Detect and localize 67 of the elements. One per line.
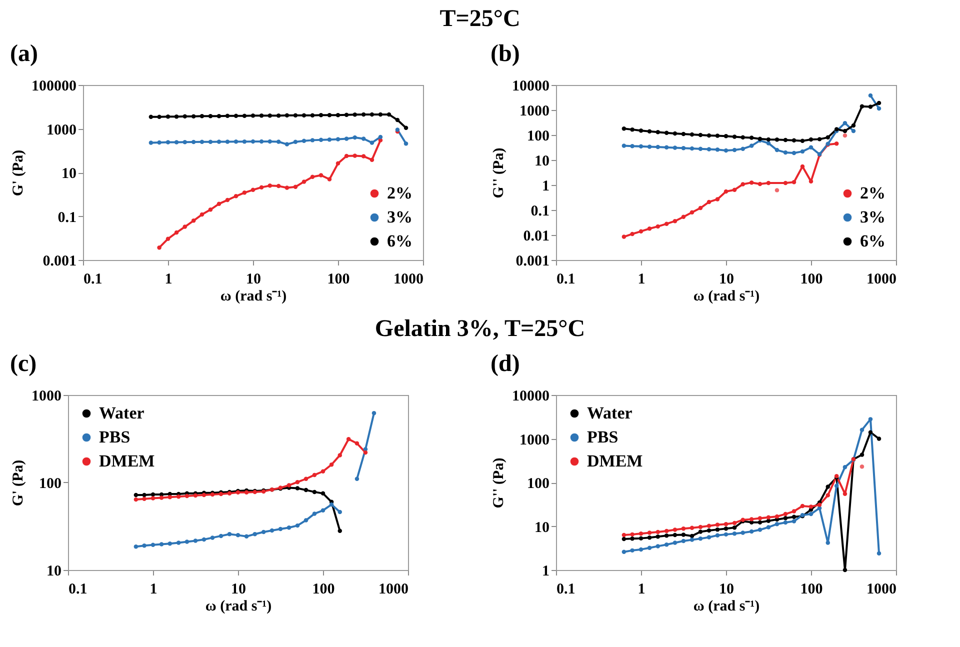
x-axis-title: ω (rad s⁻¹) xyxy=(693,288,760,304)
x-tick-label: 0.1 xyxy=(556,272,576,288)
y-tick-label: 100 xyxy=(39,476,62,492)
y-tick-label: 0.001 xyxy=(42,254,76,270)
x-axis-title: ω (rad s⁻¹) xyxy=(693,598,760,614)
x-tick-label: 1000 xyxy=(866,582,896,598)
x-tick-label: 100 xyxy=(312,582,335,598)
legend-label: Water xyxy=(99,404,145,422)
x-tick-label: 0.1 xyxy=(84,272,102,288)
legend-label: PBS xyxy=(587,428,618,446)
x-tick-label: 1 xyxy=(164,272,172,288)
y-axis-title: G' (Pa) xyxy=(10,460,26,506)
legend-label: 3% xyxy=(860,208,886,226)
y-tick-label: 10 xyxy=(62,166,76,182)
chart-title: (c) xyxy=(10,351,37,377)
y-tick-label: 1 xyxy=(542,178,550,194)
legend-label: DMEM xyxy=(587,452,643,470)
y-axis-title: G' (Pa) xyxy=(10,150,26,196)
x-axis-title: ω (rad s⁻¹) xyxy=(220,288,287,304)
y-axis-title: G'' (Pa) xyxy=(491,148,507,198)
x-tick-label: 1 xyxy=(150,582,158,598)
x-tick-label: 1000 xyxy=(866,272,896,288)
x-tick-label: 10 xyxy=(246,272,261,288)
x-tick-label: 100 xyxy=(800,272,823,288)
y-tick-label: 0.1 xyxy=(58,210,76,226)
x-tick-label: 0.1 xyxy=(68,582,88,598)
x-tick-label: 100 xyxy=(327,272,350,288)
legend-label: 6% xyxy=(860,232,886,250)
y-tick-label: 0.01 xyxy=(523,228,550,244)
legend-label: 6% xyxy=(387,232,412,250)
x-tick-label: 10 xyxy=(719,582,734,598)
y-tick-label: 1000 xyxy=(46,122,76,138)
y-tick-label: 100000 xyxy=(32,78,76,94)
legend-label: 3% xyxy=(387,208,412,226)
y-tick-label: 1000 xyxy=(520,432,550,448)
x-tick-label: 10 xyxy=(719,272,734,288)
legend-label: DMEM xyxy=(99,452,155,470)
x-tick-label: 1 xyxy=(638,272,646,288)
y-tick-label: 0.1 xyxy=(530,204,550,220)
legend-label: PBS xyxy=(99,428,130,446)
y-tick-label: 1000 xyxy=(32,388,62,404)
text: Gelatin 3%, T=25°C xyxy=(374,316,586,342)
x-tick-label: 10 xyxy=(231,582,246,598)
x-tick-label: 1000 xyxy=(394,272,424,288)
y-tick-label: 10 xyxy=(534,520,550,536)
y-tick-label: 10000 xyxy=(512,78,550,94)
y-tick-label: 100 xyxy=(527,476,550,492)
y-tick-label: 0.001 xyxy=(516,254,550,270)
legend-label: 2% xyxy=(387,184,412,202)
x-tick-label: 1 xyxy=(638,582,646,598)
y-tick-label: 10 xyxy=(534,154,550,170)
y-tick-label: 1 xyxy=(542,564,550,580)
legend-label: Water xyxy=(587,404,633,422)
x-axis-title: ω (rad s⁻¹) xyxy=(205,598,272,614)
chart-title: (b) xyxy=(490,41,520,67)
chart-title: (a) xyxy=(10,41,38,67)
x-tick-label: 1000 xyxy=(378,582,408,598)
x-tick-label: 100 xyxy=(800,582,823,598)
y-axis-title: G'' (Pa) xyxy=(491,458,507,508)
y-tick-label: 100 xyxy=(527,128,550,144)
y-tick-label: 10000 xyxy=(512,388,550,404)
y-tick-label: 1000 xyxy=(520,104,550,120)
chart-title: (d) xyxy=(490,351,520,377)
text: T=25°C xyxy=(440,6,520,32)
x-tick-label: 0.1 xyxy=(556,582,576,598)
legend-label: 2% xyxy=(860,184,886,202)
y-tick-label: 10 xyxy=(46,564,62,580)
